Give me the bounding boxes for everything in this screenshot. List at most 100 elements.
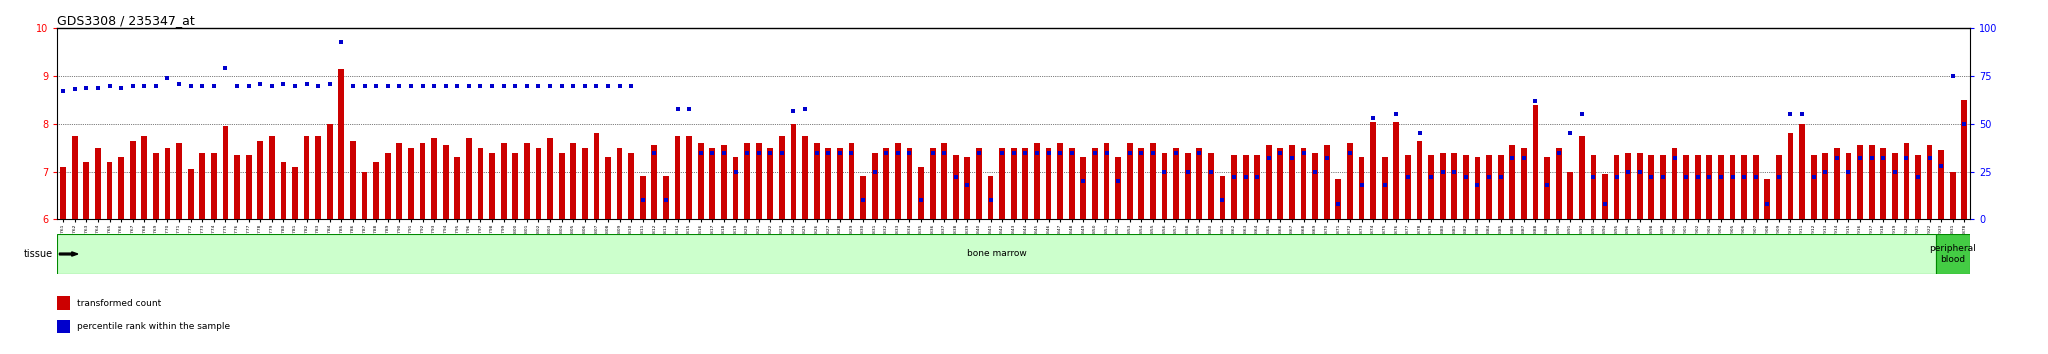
- Point: [639, 150, 672, 155]
- Bar: [1047, 148, 1051, 219]
- Point: [418, 83, 451, 88]
- Point: [1391, 175, 1423, 180]
- Bar: [1868, 145, 1874, 219]
- Point: [1032, 150, 1065, 155]
- Bar: [838, 148, 844, 219]
- Bar: [432, 138, 436, 219]
- Bar: [848, 143, 854, 219]
- Bar: [106, 162, 113, 219]
- Bar: [1231, 155, 1237, 219]
- Bar: [616, 148, 623, 219]
- Point: [915, 150, 948, 155]
- Bar: [1636, 153, 1642, 219]
- Bar: [582, 148, 588, 219]
- Point: [1460, 182, 1493, 188]
- Bar: [930, 148, 936, 219]
- Bar: [1012, 148, 1016, 219]
- Point: [221, 83, 254, 88]
- Point: [1124, 150, 1157, 155]
- Point: [1925, 163, 1958, 169]
- Bar: [1092, 148, 1098, 219]
- Bar: [1335, 179, 1341, 219]
- Bar: [119, 157, 125, 219]
- Bar: [1370, 121, 1376, 219]
- Point: [881, 150, 913, 155]
- Point: [649, 198, 682, 203]
- Bar: [1348, 143, 1354, 219]
- Point: [580, 83, 612, 88]
- Bar: [803, 136, 809, 219]
- Point: [231, 83, 264, 88]
- Bar: [1741, 155, 1747, 219]
- Point: [279, 83, 311, 88]
- Bar: [1313, 153, 1319, 219]
- Point: [336, 83, 369, 88]
- Point: [1729, 175, 1761, 180]
- Point: [1808, 169, 1841, 175]
- Point: [152, 75, 184, 81]
- Bar: [594, 133, 600, 219]
- Point: [127, 83, 160, 88]
- Bar: [1417, 141, 1423, 219]
- Bar: [778, 136, 784, 219]
- Point: [197, 83, 229, 88]
- Point: [209, 65, 242, 71]
- Bar: [569, 143, 575, 219]
- Bar: [1962, 100, 1968, 219]
- Point: [766, 150, 799, 155]
- Point: [1659, 155, 1692, 161]
- Bar: [1266, 145, 1272, 219]
- Bar: [1880, 148, 1886, 219]
- Bar: [756, 143, 762, 219]
- Bar: [1475, 157, 1481, 219]
- Point: [940, 175, 973, 180]
- Bar: [1081, 157, 1085, 219]
- Point: [858, 169, 891, 175]
- Bar: [1126, 143, 1133, 219]
- Point: [836, 150, 868, 155]
- Point: [950, 182, 983, 188]
- Bar: [721, 145, 727, 219]
- Bar: [1544, 157, 1550, 219]
- Point: [313, 81, 346, 87]
- Point: [360, 83, 393, 88]
- Point: [244, 81, 276, 87]
- Point: [1171, 169, 1204, 175]
- Bar: [1278, 148, 1284, 219]
- Point: [604, 83, 637, 88]
- Point: [475, 83, 508, 88]
- Bar: [1161, 153, 1167, 219]
- Point: [1356, 115, 1389, 121]
- Point: [997, 150, 1030, 155]
- Point: [1589, 201, 1622, 207]
- Point: [741, 150, 774, 155]
- Bar: [860, 176, 866, 219]
- Point: [1229, 175, 1262, 180]
- Point: [928, 150, 961, 155]
- Point: [1868, 155, 1901, 161]
- Point: [1612, 169, 1645, 175]
- Bar: [1556, 148, 1561, 219]
- Point: [1368, 182, 1401, 188]
- Point: [104, 85, 137, 90]
- Point: [1415, 175, 1448, 180]
- Bar: [1382, 157, 1389, 219]
- Point: [1311, 155, 1343, 161]
- Point: [1903, 175, 1935, 180]
- Bar: [512, 153, 518, 219]
- Bar: [397, 143, 401, 219]
- Text: transformed count: transformed count: [78, 299, 162, 308]
- Point: [500, 83, 532, 88]
- Point: [1276, 155, 1309, 161]
- Bar: [467, 138, 471, 219]
- Bar: [651, 145, 657, 219]
- Point: [1577, 175, 1610, 180]
- Bar: [84, 162, 90, 219]
- Bar: [825, 148, 831, 219]
- Point: [1855, 155, 1888, 161]
- Bar: [1497, 155, 1503, 219]
- Bar: [1753, 155, 1759, 219]
- Point: [846, 198, 879, 203]
- Bar: [942, 143, 946, 219]
- Point: [1067, 178, 1100, 184]
